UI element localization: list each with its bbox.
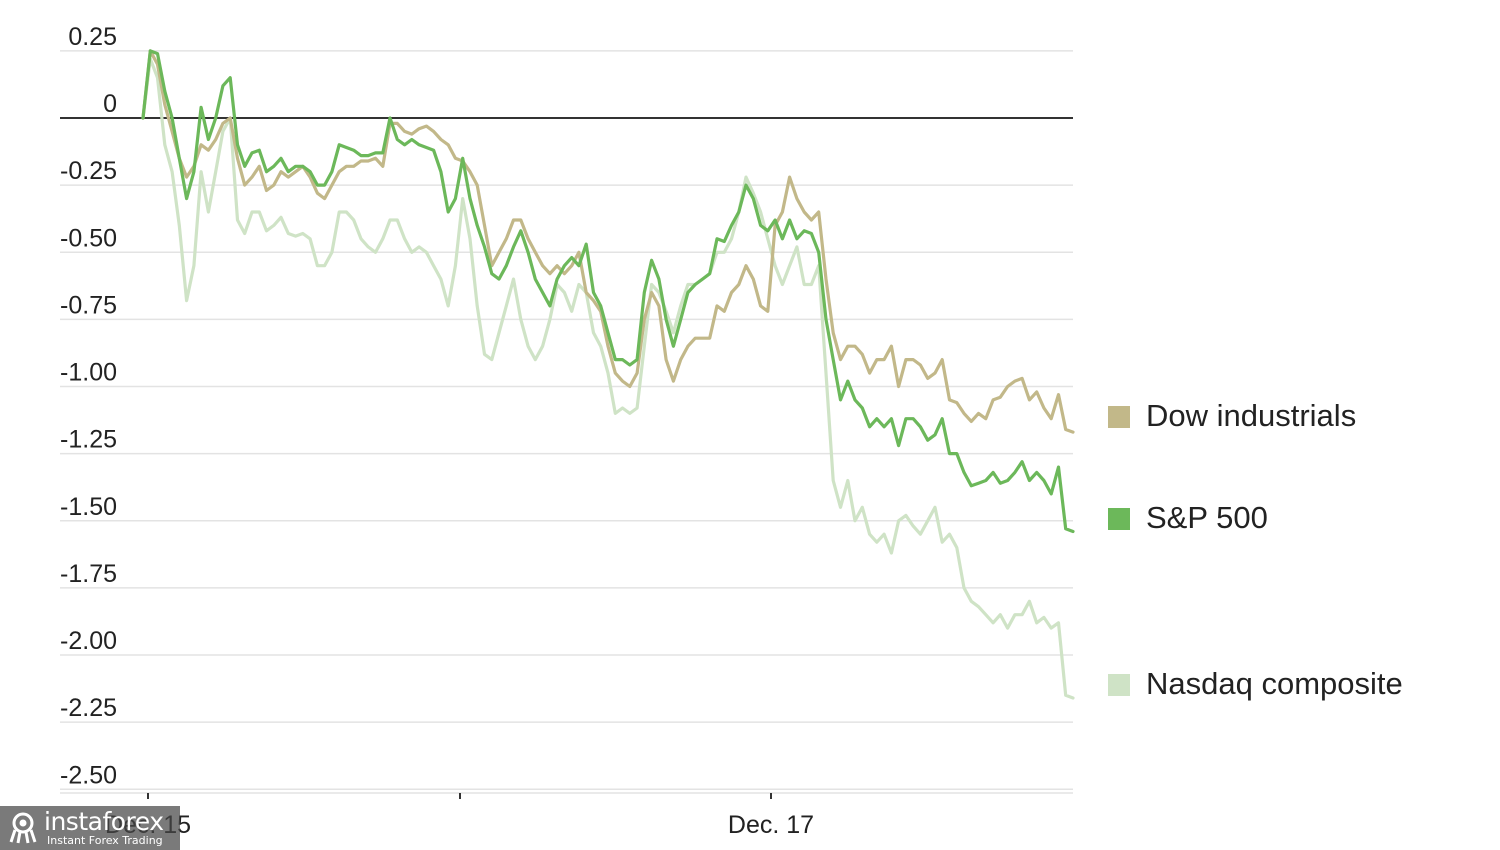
instaforex-logo-icon bbox=[9, 812, 37, 844]
series-line-dow-industrials bbox=[141, 49, 1075, 434]
y-tick-label: -0.75 bbox=[60, 291, 117, 319]
y-tick-label: -1.25 bbox=[60, 426, 117, 454]
y-tick-label: 0.25 bbox=[68, 23, 117, 51]
legend-label: Nasdaq composite bbox=[1146, 666, 1403, 701]
legend-swatch bbox=[1108, 406, 1130, 428]
gridlines bbox=[60, 50, 1073, 790]
y-tick-label: -1.75 bbox=[60, 560, 117, 588]
y-tick-label: -0.25 bbox=[60, 157, 117, 185]
watermark-tagline: Instant Forex Trading bbox=[47, 834, 163, 847]
y-tick-label: -1.50 bbox=[60, 493, 117, 521]
series-line-nasdaq-composite bbox=[141, 57, 1075, 700]
y-tick-label: -0.50 bbox=[60, 224, 117, 252]
instaforex-watermark: instaforex Instant Forex Trading bbox=[0, 806, 180, 850]
y-tick-label: 0 bbox=[103, 90, 117, 118]
legend-label: S&P 500 bbox=[1146, 500, 1268, 535]
y-tick-label: -2.50 bbox=[60, 761, 117, 789]
x-tick-label: Dec. 17 bbox=[728, 811, 814, 839]
legend-swatch bbox=[1108, 508, 1130, 530]
series-lines bbox=[141, 49, 1075, 700]
y-axis-ticks: 0.25 0 -0.25 -0.50 -0.75 -1.00 -1.25 -1.50 -1.75… bbox=[60, 23, 117, 789]
y-tick-label: -2.00 bbox=[60, 627, 117, 655]
x-axis: Dec. 15Dec. 17 bbox=[60, 792, 1073, 839]
legend-label: Dow industrials bbox=[1146, 398, 1356, 433]
y-tick-label: -2.25 bbox=[60, 694, 117, 722]
watermark-brand: instaforex bbox=[44, 807, 164, 836]
y-tick-label: -1.00 bbox=[60, 359, 117, 387]
series-line-s-p-500 bbox=[141, 49, 1075, 534]
legend-swatch bbox=[1108, 674, 1130, 696]
legend: Dow industrials S&P 500 Nasdaq composite bbox=[1108, 398, 1403, 701]
